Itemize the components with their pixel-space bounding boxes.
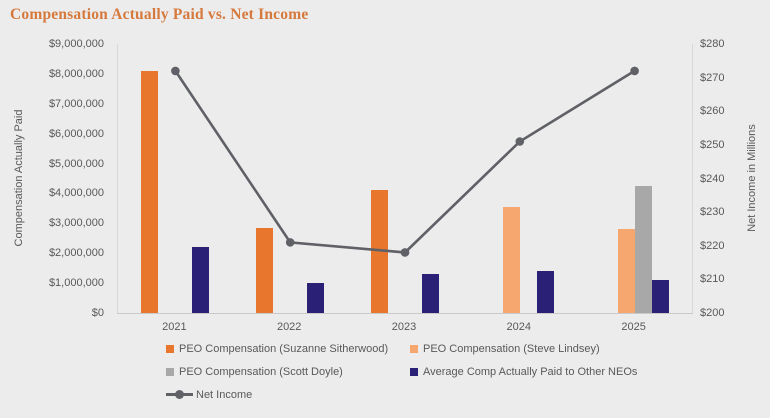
bar-average-comp-actually-paid-to-other-neos-2021 [192, 247, 210, 313]
left-axis-tick: $2,000,000 [48, 247, 104, 260]
legend-label: Average Comp Actually Paid to Other NEOs [423, 365, 638, 378]
net-income-line-series [171, 66, 639, 257]
legend-item: Average Comp Actually Paid to Other NEOs [410, 366, 637, 378]
x-axis-label-2023: 2023 [391, 321, 417, 333]
x-axis-label-2022: 2022 [276, 321, 302, 333]
legend-row: PEO Compensation (Scott Doyle) Average Co… [166, 360, 646, 383]
bar-average-comp-actually-paid-to-other-neos-2022 [307, 283, 325, 313]
right-axis-tick: $270 [700, 71, 725, 84]
net-income-marker-2021 [171, 66, 180, 76]
plot-area [117, 44, 693, 314]
right-axis-tick: $260 [700, 105, 725, 118]
bar-peo-compensation-steve-lindsey-2025 [617, 229, 635, 313]
legend-line-dot [175, 390, 184, 399]
bar-peo-compensation-suzanne-sitherwood-2021 [141, 70, 159, 313]
net-income-marker-2023 [400, 248, 410, 257]
legend-swatch-icon [410, 344, 418, 353]
legend-item: PEO Compensation (Suzanne Sitherwood) [166, 343, 410, 355]
left-axis-tick-labels: $9,000,000 $8,000,000 $7,000,000 $6,000,000… [0, 0, 104, 418]
net-income-marker-2025 [630, 66, 639, 76]
legend: PEO Compensation (Suzanne Sitherwood) PEO… [166, 337, 646, 406]
chart-title: Compensation Actually Paid vs. Net Incom… [10, 6, 309, 23]
left-axis-tick: $0 [91, 307, 104, 319]
legend-row: Net Income [166, 383, 646, 406]
bar-peo-compensation-suzanne-sitherwood-2023 [371, 190, 388, 313]
legend-swatch-icon [410, 367, 418, 376]
right-axis-tick: $280 [700, 38, 725, 50]
right-axis-tick: $240 [700, 172, 725, 185]
right-axis-tick: $250 [700, 138, 725, 151]
left-axis-tick: $3,000,000 [48, 217, 104, 230]
x-axis-label-2024: 2024 [506, 321, 532, 333]
right-axis-tick-labels: $280 $270 $260 $250 $240 $230 $220 $210 $200 [700, 0, 766, 418]
bar-average-comp-actually-paid-to-other-neos-2025 [651, 280, 669, 313]
legend-line-icon [166, 390, 193, 399]
legend-label: Net Income [196, 388, 253, 401]
legend-label: PEO Compensation (Steve Lindsey) [423, 342, 600, 355]
right-axis-tick: $220 [700, 239, 725, 252]
left-axis-tick: $8,000,000 [48, 67, 104, 80]
bar-average-comp-actually-paid-to-other-neos-2024 [536, 271, 554, 313]
x-axis-label-2021: 2021 [162, 321, 187, 333]
bar-peo-compensation-scott-doyle-2025 [634, 185, 652, 313]
left-axis-tick: $9,000,000 [48, 38, 104, 50]
left-axis-tick: $4,000,000 [48, 187, 104, 200]
left-axis-tick: $1,000,000 [48, 277, 104, 290]
legend-label: PEO Compensation (Scott Doyle) [179, 365, 343, 378]
x-axis-label-2025: 2025 [621, 321, 646, 333]
legend-row: PEO Compensation (Suzanne Sitherwood) PEO… [166, 337, 646, 360]
legend-swatch-icon [166, 367, 174, 376]
right-axis-tick: $200 [700, 307, 725, 319]
net-income-marker-2024 [515, 137, 525, 146]
bar-peo-compensation-steve-lindsey-2024 [502, 206, 520, 313]
legend-swatch-icon [166, 344, 174, 353]
bar-average-comp-actually-paid-to-other-neos-2023 [422, 274, 439, 313]
left-axis-tick: $6,000,000 [48, 127, 104, 140]
right-axis-tick: $230 [700, 206, 725, 219]
net-income-line [174, 69, 636, 254]
legend-item: Net Income [166, 389, 252, 401]
legend-item: PEO Compensation (Steve Lindsey) [410, 343, 600, 355]
bar-peo-compensation-suzanne-sitherwood-2022 [256, 227, 274, 313]
left-axis-tick: $7,000,000 [48, 97, 104, 110]
legend-item: PEO Compensation (Scott Doyle) [166, 366, 410, 378]
legend-label: PEO Compensation (Suzanne Sitherwood) [179, 342, 389, 355]
right-axis-tick: $210 [700, 273, 725, 286]
left-axis-tick: $5,000,000 [48, 157, 104, 170]
net-income-marker-2022 [285, 238, 295, 247]
